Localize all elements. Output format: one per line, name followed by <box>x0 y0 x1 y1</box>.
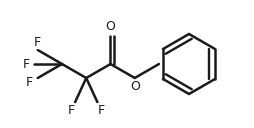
Text: F: F <box>98 104 105 117</box>
Text: F: F <box>68 104 75 117</box>
Text: F: F <box>34 35 41 49</box>
Text: F: F <box>22 57 29 71</box>
Text: O: O <box>106 20 115 34</box>
Text: O: O <box>130 81 140 93</box>
Text: F: F <box>26 76 33 88</box>
